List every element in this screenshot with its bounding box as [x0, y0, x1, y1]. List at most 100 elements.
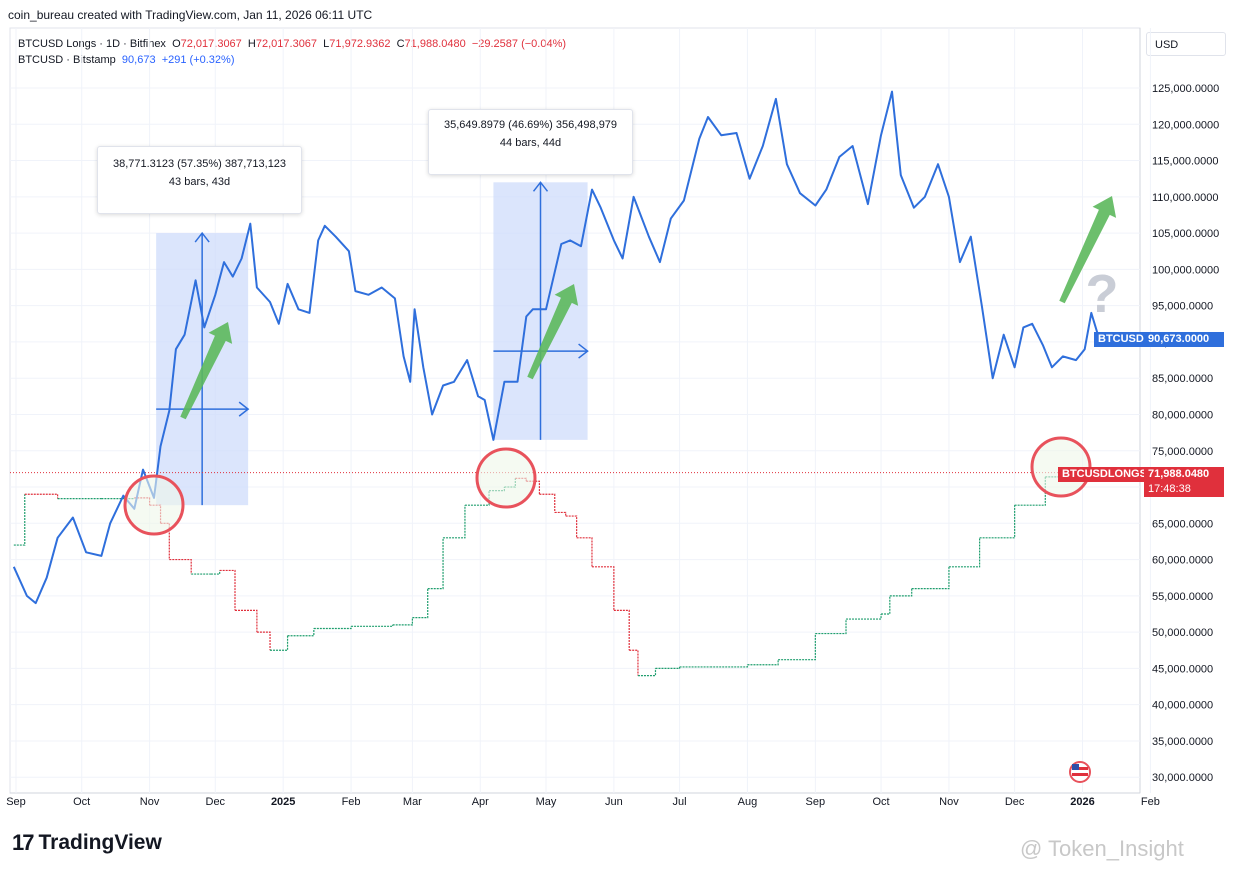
- legend-row-btcusd: BTCUSD · Bitstamp 90,673 +291 (+0.32%): [18, 52, 566, 68]
- trend-arrow-2: [527, 284, 579, 380]
- y-tick-label: 45,000.0000: [1152, 663, 1213, 675]
- legend-low: 71,972.9362: [329, 38, 391, 50]
- longs-segment: [911, 566, 950, 590]
- y-tick-label: 95,000.0000: [1152, 301, 1213, 313]
- measure1-line2: 43 bars, 43d: [168, 176, 231, 188]
- us-flag-icon-canton: [1072, 764, 1079, 770]
- y-tick-label: 100,000.0000: [1152, 264, 1219, 276]
- longs-series-label: BTCUSDLONGS: [1058, 467, 1151, 482]
- legend-c-label: C: [396, 38, 405, 50]
- longs-segment: [710, 664, 749, 668]
- longs-segment: [629, 649, 639, 676]
- measure-2-arrowhead-right: [578, 343, 589, 359]
- x-tick-label: Aug: [738, 796, 758, 808]
- x-tick-label: Dec: [1005, 796, 1025, 808]
- x-tick-label: Feb: [342, 796, 361, 808]
- longs-segment: [979, 505, 1016, 539]
- y-tick-label: 110,000.0000: [1152, 192, 1218, 204]
- us-flag-icon-stripe: [1072, 773, 1088, 776]
- longs-segment: [889, 588, 913, 597]
- btcusd-price-tag: 90,673.0000: [1144, 332, 1224, 347]
- highlight-circle-2: [475, 447, 537, 509]
- x-tick-label: Nov: [939, 796, 959, 808]
- measure-2-arrowhead-up: [532, 181, 549, 192]
- chart-legend: BTCUSD Longs · 1D · Bitfinex O72,017.306…: [18, 36, 566, 68]
- currency-selector[interactable]: USD: [1146, 32, 1226, 56]
- y-tick-label: 105,000.0000: [1152, 228, 1219, 240]
- longs-segment: [219, 569, 236, 611]
- trend-arrow-3: [1059, 196, 1117, 304]
- measure-1-arrowhead-right: [238, 401, 250, 417]
- legend-change: −29.2587 (−0.04%): [471, 38, 567, 50]
- btcusd-series-label: BTCUSD: [1094, 332, 1148, 347]
- x-tick-label: Apr: [472, 796, 489, 808]
- trend-arrow-2-shape: [527, 284, 579, 380]
- measure-1-arrowhead-up: [194, 231, 210, 243]
- longs-segment: [554, 511, 567, 517]
- x-tick-label: Feb: [1141, 796, 1160, 808]
- btcusd-line: [12, 90, 1105, 605]
- y-tick-label: 115,000.0000: [1152, 156, 1218, 168]
- y-tick-label: 50,000.0000: [1152, 627, 1213, 639]
- legend-close: 71,988.0480: [404, 38, 466, 50]
- trend-arrow-3-shape: [1059, 196, 1117, 304]
- longs-segment: [881, 595, 891, 615]
- longs-segment: [613, 609, 630, 651]
- longs-segment: [846, 613, 882, 620]
- longs-segment: [637, 668, 657, 677]
- y-tick-label: 125,000.0000: [1152, 83, 1219, 95]
- longs-segment: [256, 631, 271, 651]
- chart-attribution: coin_bureau created with TradingView.com…: [8, 8, 373, 22]
- longs-segment: [815, 619, 847, 635]
- x-tick-label: 2025: [271, 796, 295, 808]
- longs-segment: [313, 626, 352, 630]
- trend-arrow-1-shape: [180, 322, 233, 420]
- longs-segment: [427, 537, 444, 590]
- measure2-line2: 44 bars, 44d: [499, 137, 562, 149]
- longs-price-tag: 71,988.0480: [1144, 467, 1224, 482]
- y-tick-label: 55,000.0000: [1152, 591, 1213, 603]
- legend-h-label: H: [247, 38, 256, 50]
- x-tick-label: 2026: [1070, 796, 1094, 808]
- legend-high: 72,017.3067: [255, 38, 318, 50]
- tradingview-brand: TradingView: [38, 831, 162, 854]
- tradingview-logo[interactable]: 17 TradingView: [12, 830, 162, 856]
- legend-series2-value: 90,673: [121, 54, 156, 66]
- longs-segment: [235, 609, 258, 633]
- longs-segment: [565, 515, 578, 538]
- legend-open: 72,017.3067: [180, 38, 242, 50]
- highlight-circle-1: [123, 474, 185, 536]
- measure2-line1: 35,649.8979 (46.69%) 356,498,979: [443, 119, 618, 131]
- legend-row-longs: BTCUSD Longs · 1D · Bitfinex O72,017.306…: [18, 36, 566, 52]
- longs-segment: [13, 494, 26, 546]
- question-mark: ?: [1086, 264, 1119, 324]
- y-tick-label: 120,000.0000: [1152, 119, 1219, 131]
- y-tick-label: 80,000.0000: [1152, 409, 1213, 421]
- legend-o-label: O: [172, 38, 181, 50]
- longs-segment: [169, 558, 192, 575]
- y-tick-label: 75,000.0000: [1152, 446, 1213, 458]
- longs-segment: [412, 588, 429, 619]
- longs-segment: [351, 624, 394, 627]
- longs-segment: [747, 659, 779, 666]
- us-flag-icon-stripe: [1072, 767, 1088, 770]
- legend-series2-change: +291 (+0.32%): [161, 54, 235, 66]
- watermark: @ Token_Insight: [1020, 836, 1184, 861]
- longs-segment: [591, 566, 615, 611]
- x-tick-label: Oct: [872, 796, 889, 808]
- longs-segment: [576, 537, 593, 567]
- trend-arrow-1: [180, 322, 233, 420]
- longs-segment: [270, 635, 289, 651]
- y-tick-label: 65,000.0000: [1152, 518, 1213, 530]
- y-tick-label: 60,000.0000: [1152, 555, 1213, 567]
- longs-segment: [443, 505, 466, 539]
- longs-segment: [287, 628, 315, 637]
- legend-series2-name: BTCUSD · Bitstamp: [18, 54, 116, 66]
- x-tick-label: Sep: [6, 796, 26, 808]
- y-tick-label: 35,000.0000: [1152, 736, 1213, 748]
- x-tick-label: Jul: [673, 796, 687, 808]
- longs-segment: [778, 633, 816, 661]
- longs-segment: [948, 537, 981, 568]
- legend-l-label: L: [323, 38, 330, 50]
